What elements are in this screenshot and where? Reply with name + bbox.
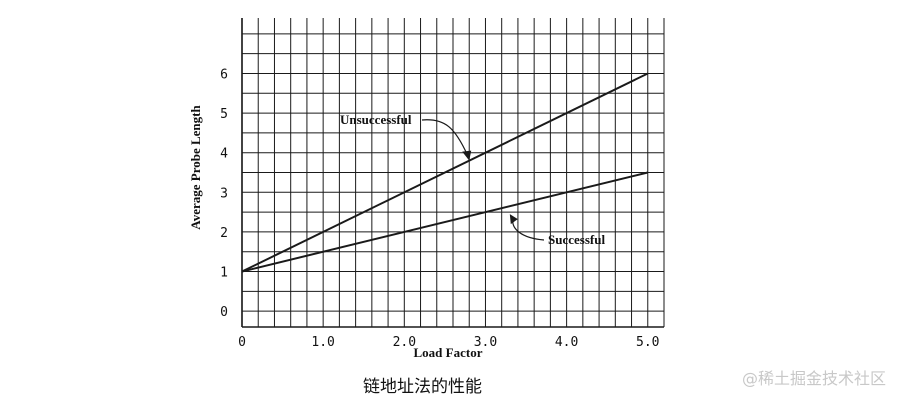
annotation-arrow-unsuccessful	[421, 119, 468, 155]
series-line-unsuccessful	[241, 72, 649, 273]
x-tick-label: 0	[238, 335, 246, 350]
y-tick-label: 3	[220, 186, 228, 201]
y-axis-label: Average Probe Length	[188, 105, 203, 230]
annotations: Unsuccessful Successful	[340, 112, 605, 247]
x-axis-label: Load Factor	[414, 345, 483, 360]
arrowhead-icon	[509, 214, 518, 225]
arrowhead-icon	[462, 150, 472, 161]
annotation-unsuccessful: Unsuccessful	[340, 112, 412, 127]
y-tick-label: 1	[220, 266, 228, 281]
x-tick-label: 4.0	[555, 335, 578, 350]
y-tick-label: 6	[220, 67, 228, 82]
y-tick-label: 0	[220, 305, 228, 320]
watermark: @稀土掘金技术社区	[741, 369, 886, 388]
x-tick-label: 3.0	[474, 335, 497, 350]
x-tick-label: 2.0	[393, 335, 416, 350]
y-tick-label: 4	[220, 147, 228, 162]
x-tick-label: 5.0	[636, 335, 659, 350]
series-line-successful	[241, 171, 649, 273]
grid	[241, 18, 665, 328]
tick-labels: 0 1.0 2.0 3.0 4.0 5.0 0 1 2 3 4 5 6	[220, 67, 659, 350]
x-tick-label: 1.0	[311, 335, 334, 350]
y-tick-label: 5	[220, 107, 228, 122]
annotation-successful: Successful	[548, 232, 605, 247]
series-layer	[241, 72, 649, 273]
y-tick-label: 2	[220, 226, 228, 241]
figure-caption: 链地址法的性能	[363, 377, 482, 397]
